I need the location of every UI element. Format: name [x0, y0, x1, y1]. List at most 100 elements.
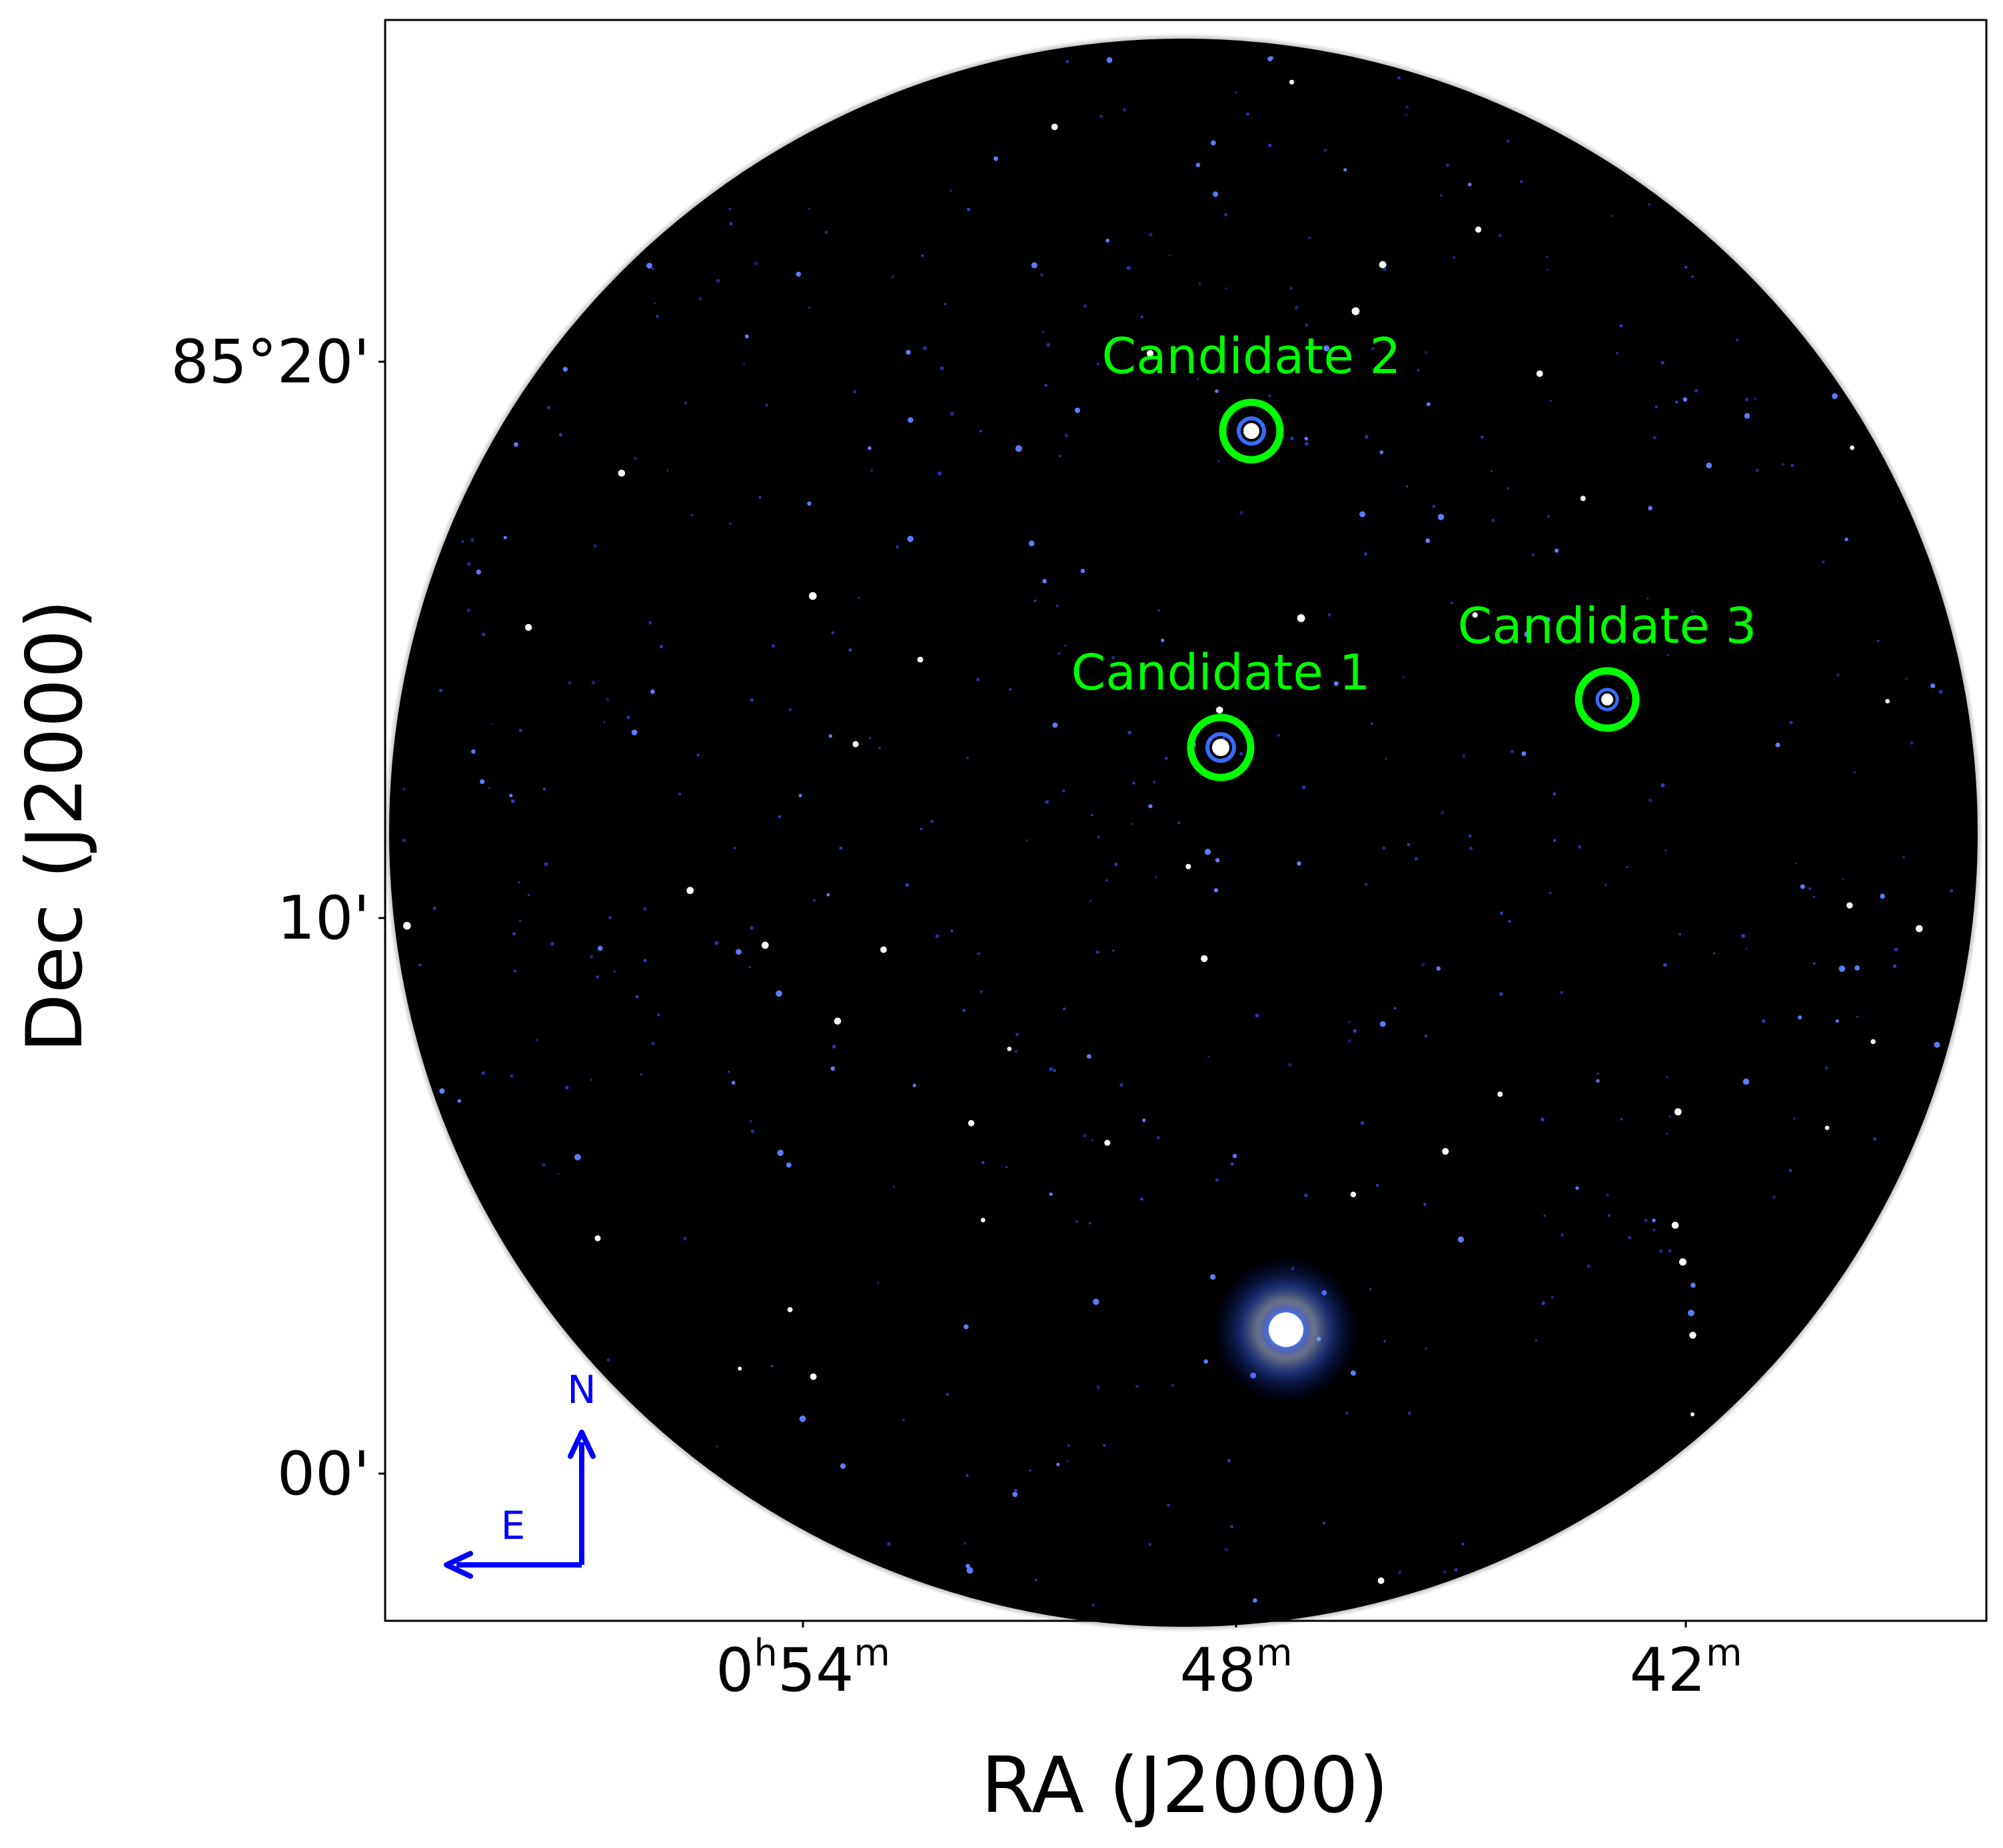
star [966, 1474, 969, 1477]
star [603, 721, 606, 723]
star [964, 1542, 967, 1545]
star [1268, 394, 1271, 398]
star [461, 540, 464, 543]
star [1426, 402, 1431, 406]
star [1041, 330, 1045, 333]
star [1499, 911, 1503, 915]
star [1230, 1162, 1234, 1166]
star [1597, 1073, 1599, 1075]
star [1547, 514, 1551, 518]
star [771, 1364, 774, 1368]
star [562, 366, 568, 372]
star [1545, 255, 1549, 258]
star [1541, 1117, 1545, 1122]
star [1519, 180, 1523, 183]
star [1735, 338, 1738, 342]
star [631, 729, 638, 735]
star [1838, 965, 1846, 972]
star [1647, 597, 1649, 600]
star [964, 1324, 969, 1330]
star [798, 793, 802, 797]
star [1215, 389, 1219, 393]
star [635, 995, 639, 999]
star [1892, 964, 1897, 969]
star [1132, 781, 1135, 785]
star [1626, 865, 1629, 868]
star [982, 1161, 985, 1164]
star [574, 1154, 581, 1160]
star [1854, 965, 1860, 971]
star [654, 302, 656, 304]
star [1377, 1577, 1385, 1584]
star [542, 787, 546, 791]
star [439, 1088, 445, 1094]
star [1626, 696, 1629, 699]
star [1441, 811, 1445, 815]
star [923, 346, 927, 350]
star [1689, 1332, 1696, 1339]
star [510, 1074, 514, 1078]
star [891, 275, 894, 278]
star [807, 501, 812, 506]
star [503, 536, 507, 540]
star [1009, 688, 1011, 691]
star [1106, 57, 1113, 63]
star [1644, 1218, 1648, 1222]
star [1885, 699, 1890, 703]
star [1668, 1248, 1672, 1253]
star [777, 1149, 784, 1156]
star [535, 1039, 538, 1041]
star [1168, 254, 1171, 256]
star [646, 262, 652, 269]
star [1691, 275, 1694, 278]
star [1025, 839, 1028, 842]
star [546, 406, 550, 410]
star [1679, 1258, 1686, 1266]
star [1648, 203, 1651, 206]
candidate-1-marker [1187, 713, 1255, 781]
star [754, 261, 758, 266]
star [1308, 236, 1311, 240]
star [1104, 1139, 1111, 1146]
star [1424, 1035, 1427, 1038]
y-tick-label: 85°20' [171, 327, 370, 397]
star [565, 1085, 569, 1090]
star [1510, 749, 1514, 753]
star [1087, 1054, 1091, 1059]
star [1794, 862, 1798, 865]
star [1950, 889, 1954, 893]
star [907, 536, 914, 542]
star [734, 847, 736, 849]
star [1353, 1029, 1357, 1033]
star [1347, 1039, 1351, 1043]
star [1239, 510, 1243, 515]
star [786, 1162, 792, 1168]
star [729, 222, 733, 226]
star [761, 941, 769, 949]
star [1682, 397, 1688, 402]
star [1148, 1543, 1151, 1546]
star [1453, 256, 1456, 259]
star [457, 1099, 462, 1103]
star [1800, 884, 1805, 889]
star [1524, 631, 1531, 638]
star [1690, 610, 1694, 613]
star [1322, 1522, 1326, 1525]
star [1201, 955, 1208, 963]
star [750, 1129, 755, 1134]
star [648, 621, 652, 625]
star [1090, 813, 1093, 817]
candidate-1-label: Candidate 1 [1071, 644, 1371, 701]
star [1499, 992, 1503, 997]
star [1497, 1091, 1503, 1097]
star [1873, 1137, 1877, 1141]
star [830, 1066, 836, 1071]
star [967, 207, 971, 211]
star [476, 569, 481, 575]
star [1255, 1013, 1259, 1018]
star [696, 753, 700, 757]
star [666, 469, 669, 472]
star [1835, 1019, 1839, 1023]
star [1824, 1066, 1829, 1070]
star [1880, 893, 1885, 899]
